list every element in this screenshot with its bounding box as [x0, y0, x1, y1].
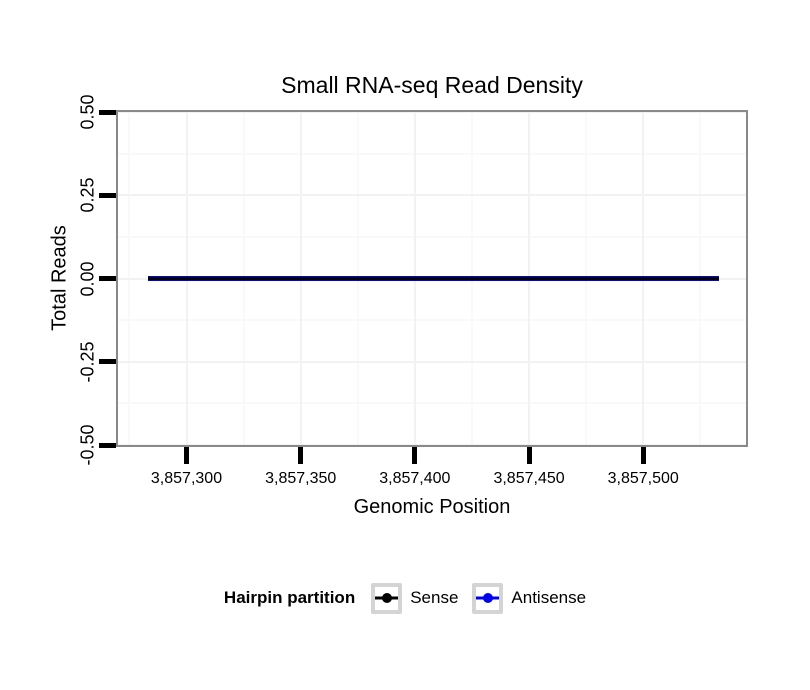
y-tick-label: -0.25: [77, 341, 98, 383]
gridline-y-major: [118, 194, 746, 197]
x-tick-label: 3,857,400: [379, 470, 451, 487]
x-axis-title: Genomic Position: [353, 496, 511, 518]
y-tick-label: 0.25: [77, 177, 98, 213]
legend-entry-sense: Sense: [371, 582, 459, 614]
y-tick-label: 0.50: [77, 94, 98, 130]
legend: Hairpin partition Sense Antisense: [0, 580, 810, 616]
legend-title: Hairpin partition: [223, 588, 356, 607]
y-tick-mark: [99, 109, 116, 115]
x-tick-mark: [184, 447, 189, 464]
legend-key-sense: [371, 582, 403, 614]
gridline-y-minor: [118, 402, 746, 405]
gridline-y-minor: [118, 235, 746, 238]
legend-label: Antisense: [511, 588, 587, 607]
y-tick-mark: [99, 276, 116, 281]
legend-entry-antisense: Antisense: [472, 582, 587, 614]
x-tick-label: 3,857,350: [265, 470, 337, 487]
legend-key-dot-icon: [381, 593, 392, 603]
y-tick-mark: [99, 442, 116, 448]
x-tick-label: 3,857,500: [607, 470, 679, 487]
gridline-y-minor: [118, 152, 746, 155]
y-tick-label: -0.50: [77, 424, 98, 466]
gridline-y-major: [118, 112, 746, 113]
legend-label: Sense: [410, 588, 459, 607]
y-axis-title: Total Reads: [48, 225, 71, 331]
y-tick-mark: [99, 192, 116, 198]
x-tick-mark: [640, 447, 646, 464]
gridline-y-major: [118, 360, 746, 363]
legend-key-dot-icon: [482, 593, 493, 603]
gridline-y-major: [118, 444, 746, 445]
legend-entries: Sense Antisense: [371, 582, 587, 614]
x-tick-label: 3,857,300: [150, 470, 223, 487]
x-tick-mark: [298, 447, 304, 464]
x-tick-mark: [526, 447, 532, 464]
gridline-y-minor: [118, 319, 746, 322]
y-tick-mark: [99, 359, 116, 365]
x-tick-label: 3,857,450: [493, 470, 565, 487]
y-tick-label: 0.00: [77, 260, 98, 297]
series-line-sense: [147, 277, 719, 280]
legend-key-antisense: [472, 582, 504, 614]
plot-title: Small RNA-seq Read Density: [281, 72, 583, 98]
x-tick-mark: [412, 447, 418, 464]
